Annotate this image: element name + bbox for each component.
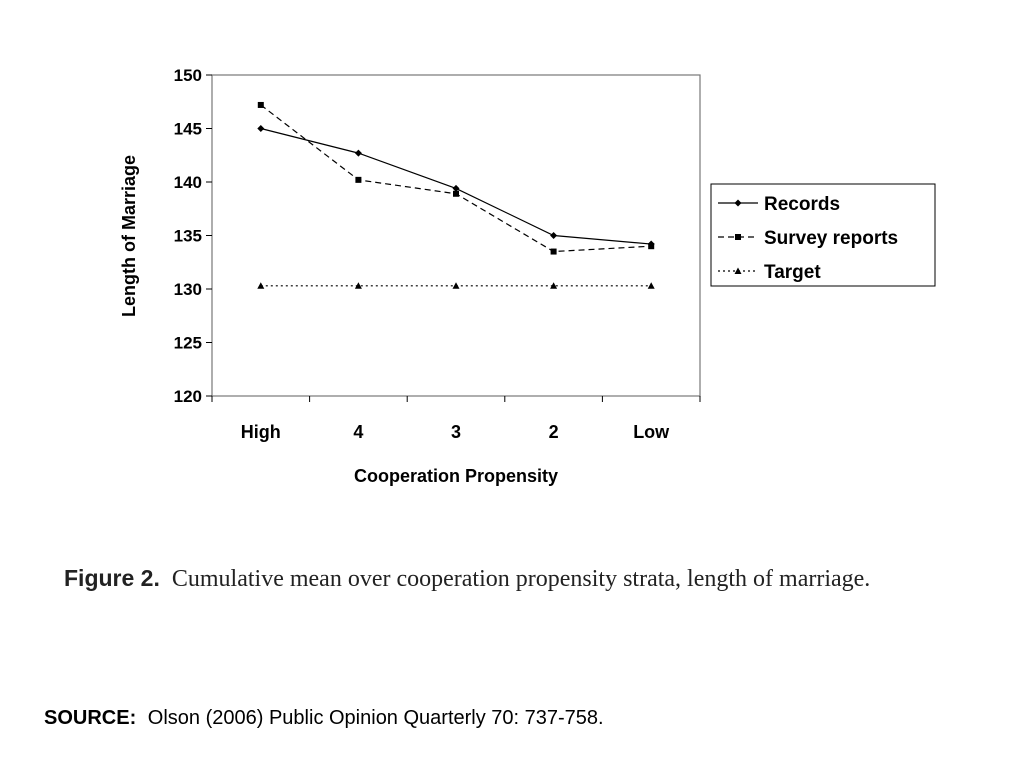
legend-label: Records xyxy=(764,194,840,215)
series-layer xyxy=(257,101,655,289)
source-text: Olson (2006) Public Opinion Quarterly 70… xyxy=(147,707,604,729)
legend-marker xyxy=(734,267,742,274)
legend-label: Survey reports xyxy=(764,228,898,249)
data-point xyxy=(355,176,362,183)
y-tick-label: 120 xyxy=(174,387,202,406)
data-point xyxy=(647,282,655,289)
source-citation: SOURCE: Olson (2006) Public Opinion Quar… xyxy=(44,707,604,730)
legend-marker xyxy=(734,199,742,207)
legend: Records Survey reports Target xyxy=(710,183,936,287)
source-label: SOURCE: xyxy=(44,707,137,729)
data-point xyxy=(550,232,558,239)
legend-marker xyxy=(735,234,741,240)
data-point xyxy=(257,282,265,289)
x-axis-label: Cooperation Propensity xyxy=(354,466,558,486)
data-point xyxy=(550,282,558,289)
data-point xyxy=(452,282,460,289)
y-tick-label: 145 xyxy=(174,120,202,139)
data-point xyxy=(453,190,459,197)
legend-label: Target xyxy=(764,262,821,283)
y-axis-label: Length of Marriage xyxy=(119,155,139,317)
figure-caption-text: Cumulative mean over cooperation propens… xyxy=(171,566,871,592)
data-point xyxy=(257,101,264,108)
x-tick-label: 4 xyxy=(353,422,363,442)
legend-box xyxy=(710,183,936,287)
data-point xyxy=(257,125,265,132)
y-axis: 120 125 130 135 140 145 150 xyxy=(174,66,212,406)
x-tick-label: High xyxy=(241,422,281,442)
x-axis: High 4 3 2 Low xyxy=(211,396,701,442)
y-tick-label: 130 xyxy=(174,280,202,299)
data-point xyxy=(550,248,557,255)
legend-entry-target: Target xyxy=(718,262,821,283)
y-tick-label: 140 xyxy=(174,173,202,192)
data-point xyxy=(354,282,362,289)
y-tick-label: 135 xyxy=(174,227,202,246)
series-target xyxy=(257,282,655,289)
x-tick-label: 3 xyxy=(451,422,461,442)
y-tick-label: 150 xyxy=(174,66,202,85)
legend-entry-survey-reports: Survey reports xyxy=(718,228,898,249)
data-point xyxy=(648,243,655,250)
legend-entry-records: Records xyxy=(718,194,840,215)
data-point xyxy=(452,184,460,192)
line-chart: 120 125 130 135 140 145 150 High 4 3 2 Low Length … xyxy=(119,66,936,486)
x-tick-label: 2 xyxy=(549,422,559,442)
y-tick-label: 125 xyxy=(174,334,202,353)
x-tick-label: Low xyxy=(633,422,670,442)
figure-label: Figure 2. xyxy=(64,565,160,591)
figure-caption: Figure 2. Cumulative mean over cooperati… xyxy=(64,562,990,595)
data-point xyxy=(354,149,362,157)
series-survey-reports xyxy=(257,101,655,255)
plot-area xyxy=(211,74,701,397)
